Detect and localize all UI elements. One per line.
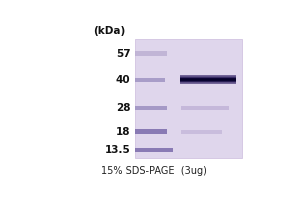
Bar — [180, 75, 236, 76]
Text: (kDa): (kDa) — [94, 26, 126, 36]
Bar — [180, 76, 236, 77]
Bar — [135, 39, 242, 158]
Text: 18: 18 — [116, 127, 130, 137]
Bar — [180, 83, 236, 84]
Bar — [180, 76, 236, 77]
Bar — [135, 106, 167, 110]
Bar — [180, 75, 236, 76]
Bar — [180, 77, 236, 78]
Text: 28: 28 — [116, 103, 130, 113]
Bar — [180, 78, 236, 79]
Bar — [180, 82, 236, 83]
Bar — [181, 130, 222, 134]
Bar — [180, 83, 236, 84]
Bar — [180, 81, 236, 82]
Bar — [135, 51, 167, 56]
Text: 13.5: 13.5 — [105, 145, 130, 155]
Bar — [180, 80, 236, 81]
Bar — [135, 148, 172, 152]
Bar — [180, 82, 236, 83]
Bar — [180, 81, 236, 82]
Bar — [180, 77, 236, 78]
Bar — [135, 129, 167, 134]
Bar — [135, 78, 165, 82]
Bar — [180, 79, 236, 80]
Text: 57: 57 — [116, 49, 130, 59]
Bar — [180, 80, 236, 81]
Text: 40: 40 — [116, 75, 130, 85]
Text: 15% SDS-PAGE  (3ug): 15% SDS-PAGE (3ug) — [101, 166, 207, 176]
Bar — [180, 78, 236, 79]
Bar — [180, 79, 236, 80]
Bar — [181, 106, 229, 110]
